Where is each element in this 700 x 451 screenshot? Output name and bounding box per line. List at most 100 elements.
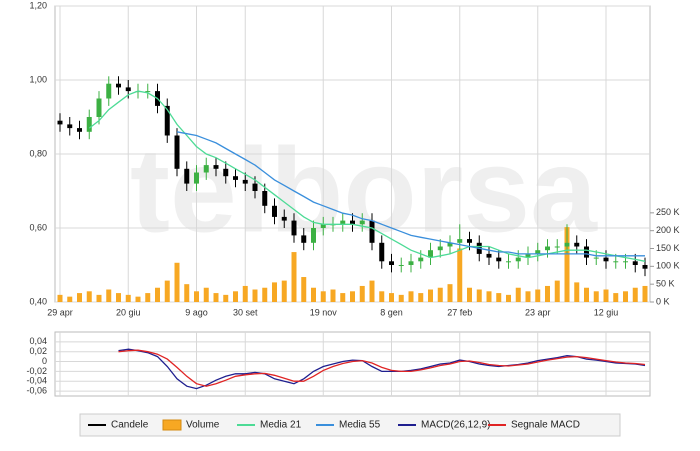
volume-bar [389,293,394,302]
y-tick-label: 0,60 [29,222,47,232]
x-tick-label: 19 nov [310,307,338,317]
y-tick-label: 1,20 [29,0,47,10]
candle-body [272,205,277,217]
y-tick-label: 0,40 [29,296,47,306]
x-tick-label: 30 set [233,307,258,317]
y-tick-label: -0,06 [26,385,47,395]
candle-body [311,228,316,243]
candle-body [623,261,628,263]
volume-bar [233,291,238,302]
candle-body [320,224,326,228]
y2-tick-label: 50 K [656,279,675,289]
candle-body [418,257,424,262]
volume-bar [281,280,287,302]
candle-body [340,220,346,225]
candle-body [67,124,73,129]
candle-body [96,98,102,117]
volume-bar [145,293,151,302]
volume-bar [476,289,482,302]
x-tick-label: 27 feb [447,307,472,317]
candle-body [408,261,414,265]
legend [79,413,621,437]
y-tick-label: -0,02 [26,366,47,376]
candle-body [301,235,307,243]
volume-bar [584,287,589,302]
volume-bar [125,294,131,302]
candle-body [242,179,248,184]
candle-body [398,265,404,266]
y-tick-label: 1,00 [29,74,47,84]
volume-bar [467,287,472,302]
watermark: telborsa [130,124,598,258]
candle-body [564,242,570,247]
volume-bar [632,287,638,302]
volume-bar [379,291,385,302]
volume-bar [398,294,404,302]
candle-body [535,250,541,254]
volume-bar [155,287,160,302]
volume-bar [164,280,170,302]
candle-body [554,246,560,248]
volume-bar [320,291,326,302]
candle-body [77,128,82,132]
volume-bar [535,289,541,302]
candle-body [145,91,151,93]
candle-body [584,246,589,258]
candle-body [496,257,502,262]
volume-bar [174,262,180,302]
volume-bar [496,293,502,302]
volume-bar [564,227,570,302]
volume-bar [194,291,199,302]
volume-bar [223,294,229,302]
y-tick-label: 0,02 [29,346,47,356]
candle-body [603,257,609,262]
volume-bar [242,285,248,302]
candle-body [593,257,599,259]
volume-bar [77,293,82,302]
candle-body [486,253,492,258]
y-tick-label: 0,80 [29,148,47,158]
volume-bar [554,280,560,302]
line [176,131,645,257]
volume-bar [184,284,190,302]
y2-tick-label: 200 K [656,225,680,235]
volume-bar [272,282,277,302]
volume-bar [506,294,511,302]
candle-body [632,261,638,265]
volume-bar [457,248,463,302]
candle-body [369,220,375,243]
candle-body [574,242,580,247]
volume-bar [96,294,102,302]
volume-bar [311,287,316,302]
volume-bar [525,291,531,302]
x-tick-label: 29 apr [47,307,73,317]
volume-bar [623,291,628,302]
volume-bar [350,291,355,302]
candle-body [86,117,92,132]
legend-label: Media 55 [339,420,381,431]
volume-bar [262,287,268,302]
volume-bar [418,293,424,302]
volume-bar [428,289,433,302]
candle-body [174,135,180,169]
line [118,349,646,387]
volume-bar [613,293,619,302]
legend-swatch [162,419,182,431]
volume-bar [369,280,375,302]
candle-body [233,176,238,180]
x-tick-label: 12 giu [594,307,619,317]
candle-body [213,165,219,169]
y-tick-label: 0 [42,356,47,366]
candle-body [642,265,648,269]
candle-body [379,242,385,262]
candle-body [389,261,394,265]
volume-bar [359,285,365,302]
volume-bar [330,289,336,302]
volume-bar [408,291,414,302]
candle-body [203,165,209,173]
candle-body [467,239,472,243]
y-tick-label: -0,04 [26,376,47,386]
candle-body [359,220,365,225]
candle-body [291,220,297,236]
candle-body [428,250,433,258]
